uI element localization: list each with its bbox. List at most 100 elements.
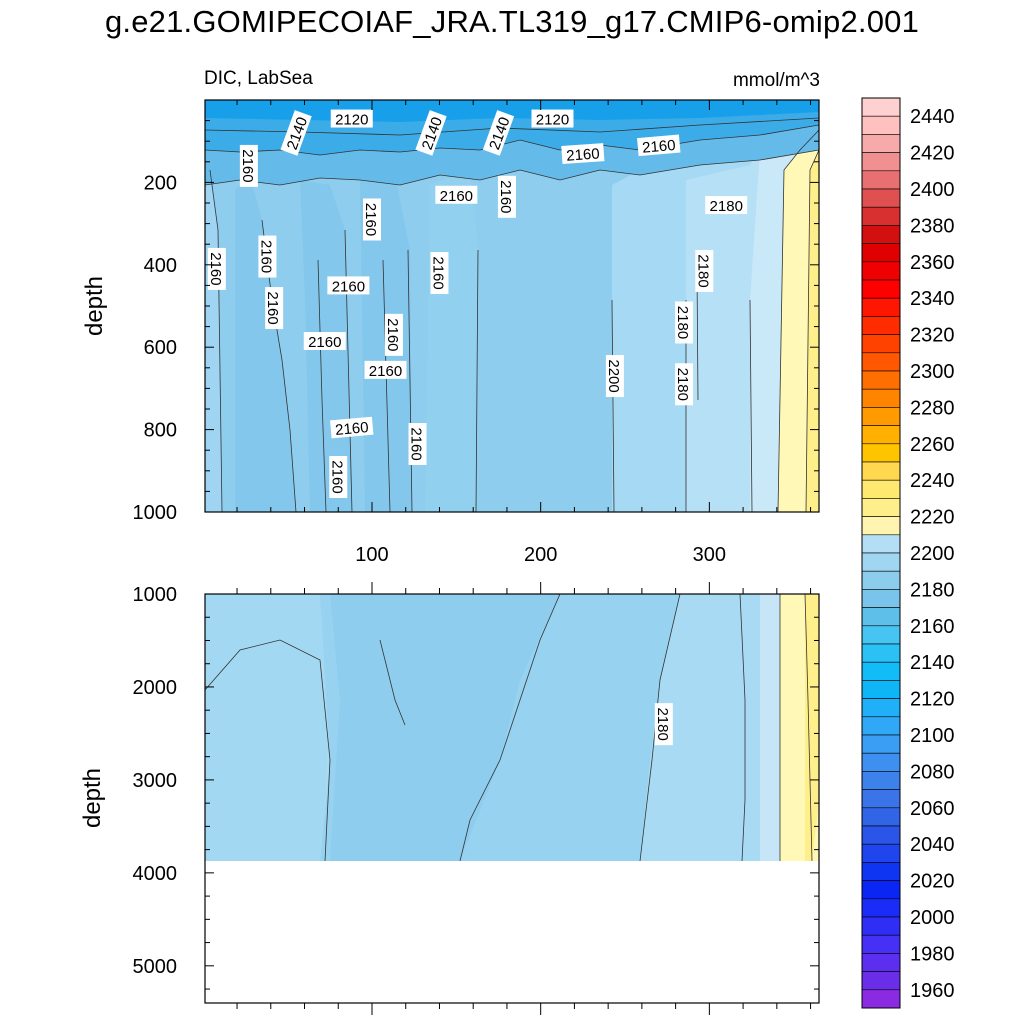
contour-label: 2160	[327, 276, 370, 295]
lower-band-left	[205, 594, 330, 861]
contour-label-text: 2160	[408, 427, 425, 460]
colorbar-label: 2440	[910, 106, 955, 128]
colorbar-box	[861, 807, 901, 827]
colorbar-box	[861, 479, 901, 499]
lower-band-yellow2	[805, 594, 819, 861]
contour-label: 2180	[694, 249, 714, 292]
lower-contour-labels: 2180	[654, 703, 673, 746]
colorbar-label: 2140	[910, 652, 955, 674]
contour-label-text: 2180	[674, 368, 691, 401]
contour-label-text: 2160	[362, 203, 379, 236]
colorbar-label: 2000	[910, 907, 955, 929]
contour-label-bg	[329, 455, 348, 498]
contour-label-bg	[258, 235, 277, 278]
lower-plot-frame	[204, 593, 820, 1004]
colorbar-box	[861, 825, 901, 845]
colorbar-box	[861, 188, 901, 208]
colorbar-box	[861, 698, 901, 718]
colorbar-label: 2220	[910, 507, 955, 529]
contour-line	[475, 249, 479, 512]
contour-line	[382, 259, 391, 512]
contour-label-text: 2160	[328, 460, 345, 493]
colorbar-box	[861, 225, 901, 244]
contour-label-bg	[435, 185, 478, 204]
y-tick-label: 400	[144, 255, 177, 277]
colorbar-box	[861, 570, 901, 590]
colorbar-box	[861, 498, 901, 517]
y-tick-label: 800	[144, 420, 177, 442]
contour-label: 2160	[362, 198, 381, 241]
colorbar-box	[861, 552, 901, 572]
contour-label-text: 2160	[566, 145, 600, 164]
colorbar-label: 2260	[910, 434, 955, 456]
colorbar-box	[861, 752, 901, 772]
upper-ylabel: depth	[81, 276, 108, 336]
colorbar-box	[861, 953, 901, 972]
colorbar-label: 2180	[910, 579, 955, 601]
colorbar-box	[861, 843, 901, 863]
contour-label: 2180	[674, 363, 694, 406]
contour-label-text: 2180	[674, 306, 691, 339]
colorbar-label: 2160	[910, 616, 955, 638]
colorbar-box	[861, 862, 901, 881]
contour-label: 2160	[497, 175, 516, 218]
colorbar-label: 2100	[910, 725, 955, 747]
contour-label: 2200	[605, 355, 624, 398]
colorbar-box	[861, 771, 901, 790]
contour-line	[379, 639, 406, 726]
colorbar-label: 1980	[910, 943, 955, 965]
colorbar-box	[861, 97, 901, 117]
contour-label-text: 2160	[332, 278, 365, 295]
contour-label-text: 2120	[335, 112, 368, 129]
colorbar-label: 2340	[910, 288, 955, 310]
subtitle-left: DIC, LabSea	[204, 68, 313, 89]
contour-line	[205, 149, 819, 186]
contour-label: 2160	[435, 185, 478, 205]
colorbar-label: 2380	[910, 215, 955, 237]
contour-line	[739, 594, 746, 862]
contour-label-bg	[364, 360, 407, 379]
contour-line	[317, 259, 327, 512]
contour-label-bg	[497, 175, 516, 218]
contour-label-bg	[482, 110, 515, 156]
colorbar-box	[861, 934, 901, 954]
contour-label: 2160	[303, 332, 346, 351]
colorbar-box	[861, 971, 901, 991]
colorbar-box	[861, 443, 901, 463]
contour-label: 2160	[207, 247, 226, 290]
contour-label-bg	[561, 143, 605, 165]
contour-label-bg	[265, 287, 284, 330]
contour-label: 2160	[364, 360, 407, 380]
contour-line	[407, 249, 413, 512]
contour-label-text: 2180	[710, 198, 743, 215]
colorbar-box	[861, 661, 901, 681]
contour-label-bg	[430, 252, 449, 295]
contour-label-text: 2160	[257, 240, 274, 273]
contour-line	[777, 129, 819, 512]
colorbar-box	[861, 643, 901, 663]
contour-label: 2180	[705, 196, 748, 215]
contour-label: 2160	[408, 423, 427, 466]
colorbar-label: 1960	[910, 980, 955, 1002]
colorbar-box	[861, 680, 901, 699]
y-tick-label: 200	[144, 172, 177, 194]
contour-label-bg	[303, 332, 346, 351]
contour-label-text: 2160	[264, 291, 281, 324]
colorbar-box	[861, 243, 901, 263]
contour-line	[459, 594, 561, 862]
y-tick-label: 5000	[133, 956, 178, 978]
colorbar-box	[861, 625, 901, 645]
contour-label: 2160	[384, 313, 403, 356]
contour-label-bg	[675, 301, 694, 344]
lower-ylabel: depth	[79, 768, 106, 828]
colorbar-box	[861, 734, 901, 754]
contour-label-bg	[654, 703, 673, 746]
contour-label-text: 2160	[440, 188, 473, 205]
contour-label-bg	[695, 249, 714, 292]
contour-label: 2120	[531, 109, 574, 129]
lower-contour-fill	[205, 594, 819, 1003]
contour-line	[804, 594, 813, 862]
x-tick-label: 300	[693, 544, 726, 566]
colorbar-box	[861, 115, 901, 135]
